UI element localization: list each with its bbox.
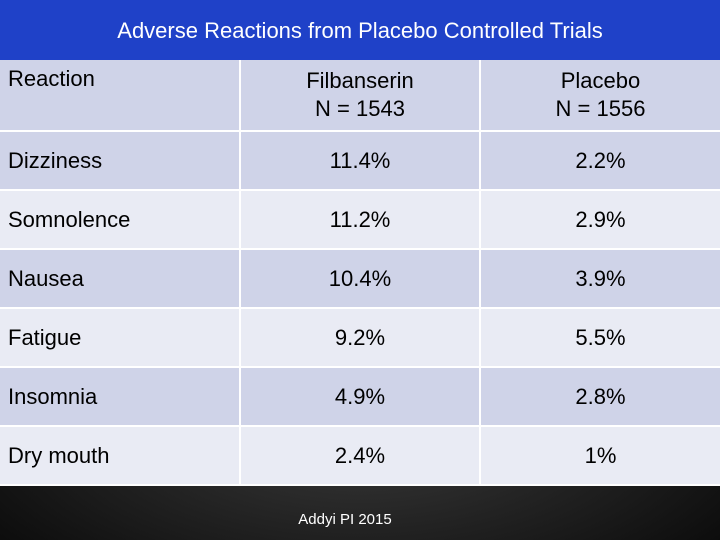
reaction-cell: Dizziness: [0, 130, 241, 191]
table-row: Dizziness 11.4% 2.2%: [0, 130, 720, 191]
placebo-cell: 5.5%: [479, 307, 720, 368]
reaction-cell: Nausea: [0, 248, 241, 309]
placebo-cell: 1%: [479, 425, 720, 486]
adverse-reactions-table: Reaction Filbanserin N = 1543 Placebo N …: [0, 60, 720, 486]
table-row: Dry mouth 2.4% 1%: [0, 425, 720, 486]
header-reaction: Reaction: [0, 60, 241, 132]
reaction-cell: Dry mouth: [0, 425, 241, 486]
footer-citation: Addyi PI 2015: [298, 510, 392, 528]
placebo-cell: 2.9%: [479, 189, 720, 250]
placebo-cell: 3.9%: [479, 248, 720, 309]
filbanserin-cell: 2.4%: [239, 425, 481, 486]
filbanserin-cell: 11.4%: [239, 130, 481, 191]
slide-title: Adverse Reactions from Placebo Controlle…: [117, 18, 603, 43]
footer: Addyi PI 2015: [0, 498, 720, 540]
table-row: Nausea 10.4% 3.9%: [0, 248, 720, 309]
title-bar: Adverse Reactions from Placebo Controlle…: [0, 0, 720, 60]
header-placebo-name: Placebo: [560, 68, 641, 93]
placebo-cell: 2.2%: [479, 130, 720, 191]
reaction-cell: Insomnia: [0, 366, 241, 427]
header-filbanserin-name: Filbanserin: [306, 68, 414, 93]
filbanserin-cell: 11.2%: [239, 189, 481, 250]
header-placebo: Placebo N = 1556: [479, 60, 720, 132]
table-row: Insomnia 4.9% 2.8%: [0, 366, 720, 427]
filbanserin-cell: 4.9%: [239, 366, 481, 427]
filbanserin-cell: 9.2%: [239, 307, 481, 368]
filbanserin-cell: 10.4%: [239, 248, 481, 309]
table-row: Fatigue 9.2% 5.5%: [0, 307, 720, 368]
table-row: Somnolence 11.2% 2.9%: [0, 189, 720, 250]
reaction-cell: Somnolence: [0, 189, 241, 250]
table-header-row: Reaction Filbanserin N = 1543 Placebo N …: [0, 60, 720, 132]
reaction-cell: Fatigue: [0, 307, 241, 368]
header-placebo-n: N = 1556: [555, 96, 646, 121]
header-filbanserin-n: N = 1543: [315, 96, 405, 121]
placebo-cell: 2.8%: [479, 366, 720, 427]
header-filbanserin: Filbanserin N = 1543: [239, 60, 481, 132]
